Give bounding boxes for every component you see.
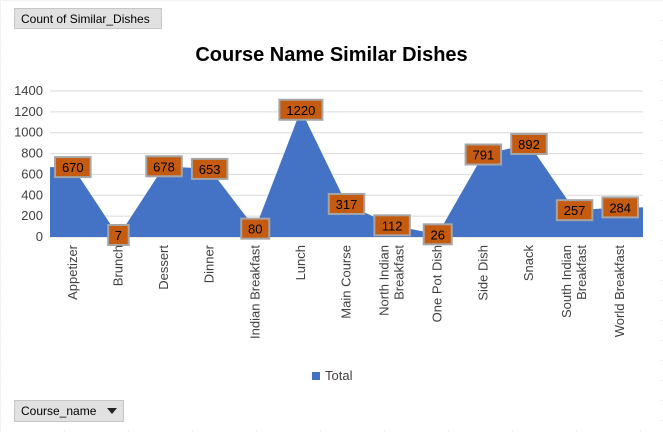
chevron-down-icon[interactable]: [107, 408, 117, 414]
x-tick-label: Breakfast: [574, 245, 589, 300]
data-label: 1220: [286, 103, 315, 118]
data-label-box: [327, 192, 366, 215]
y-tick-label: 0: [36, 229, 43, 244]
value-field-label: Count of Similar_Dishes: [21, 11, 150, 26]
data-label: 80: [248, 222, 262, 237]
legend-label: Total: [325, 368, 353, 383]
data-label-box: [54, 156, 92, 179]
data-label-box: [555, 199, 594, 222]
data-label: 892: [518, 137, 540, 152]
data-label-box: [510, 132, 548, 155]
data-label-box: [373, 214, 411, 237]
legend-swatch: [312, 371, 320, 380]
y-tick-label: 600: [21, 166, 43, 181]
x-tick-label: Dessert: [156, 245, 171, 290]
data-label-box: [190, 157, 229, 180]
x-tick-label: Breakfast: [392, 245, 407, 300]
data-label-box: [601, 196, 639, 219]
data-label-box: [107, 224, 130, 246]
x-tick-label-group: One Pot Dish: [430, 245, 445, 322]
x-tick-label: Side Dish: [475, 245, 490, 301]
x-tick-label-group: Lunch: [293, 245, 308, 280]
x-tick-label-group: Indian Breakfast: [247, 245, 262, 339]
data-label: 112: [382, 218, 403, 233]
series-area: [50, 109, 643, 237]
data-label: 284: [609, 200, 631, 215]
x-tick-label-group: Brunch: [110, 245, 125, 286]
x-tick-label-group: South Indian Breakfast: [559, 245, 589, 318]
x-tick-label: Main Course: [339, 245, 354, 319]
data-label: 678: [153, 159, 175, 174]
data-label-box: [145, 155, 183, 178]
x-tick-label-group: World Breakfast: [612, 245, 627, 338]
x-tick-label: North Indian: [377, 245, 392, 316]
y-tick-label: 200: [21, 208, 43, 223]
x-tick-label: Lunch: [293, 245, 308, 280]
x-tick-label: Indian Breakfast: [247, 245, 262, 339]
x-tick-label: Dinner: [202, 244, 217, 283]
data-label-box: [464, 143, 503, 166]
data-label-box: [240, 217, 271, 240]
data-label: 653: [199, 162, 221, 177]
y-tick-label: 800: [21, 146, 43, 161]
x-tick-label-group: North Indian Breakfast: [377, 245, 407, 316]
data-label: 257: [564, 203, 586, 218]
data-label: 670: [62, 160, 84, 175]
x-tick-label: World Breakfast: [612, 245, 627, 338]
x-tick-label-group: Snack: [521, 245, 536, 282]
x-tick-label: Brunch: [110, 245, 125, 286]
data-label: 7: [115, 228, 122, 243]
chart-title: Course Name Similar Dishes: [195, 44, 468, 66]
axis-field-button[interactable]: Course_name: [14, 400, 124, 422]
x-tick-label-group: Appetizer: [65, 244, 80, 300]
x-tick-label: Appetizer: [65, 244, 80, 300]
axis-field-label: Course_name: [21, 404, 97, 418]
value-field-button[interactable]: Count of Similar_Dishes: [14, 8, 162, 29]
legend: Total: [312, 368, 352, 383]
data-label-box: [422, 223, 453, 246]
y-tick-label: 1200: [14, 104, 43, 119]
data-label: 317: [336, 197, 358, 212]
y-tick-label: 1400: [14, 83, 43, 98]
x-tick-label-group: Dinner: [202, 244, 217, 283]
x-tick-label: One Pot Dish: [430, 245, 445, 322]
x-tick-label: South Indian: [559, 245, 574, 318]
x-tick-label-group: Main Course: [339, 245, 354, 319]
y-tick-label: 400: [21, 187, 43, 202]
data-label-box: [278, 98, 324, 121]
x-tick-label-group: Dessert: [156, 245, 171, 290]
data-label: 26: [430, 227, 444, 242]
x-tick-label-group: Side Dish: [475, 245, 490, 301]
y-tick-label: 1000: [14, 125, 43, 140]
data-label: 791: [472, 148, 494, 163]
x-tick-label: Snack: [521, 245, 536, 282]
